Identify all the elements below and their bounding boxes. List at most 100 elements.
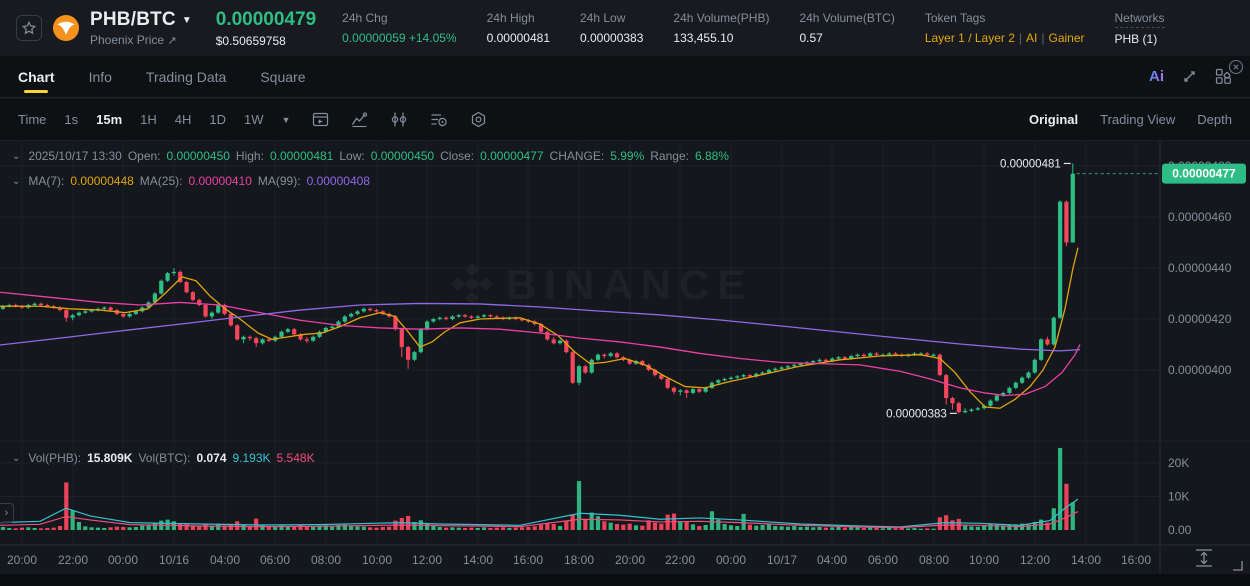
timeframe-1d[interactable]: 1D [209,112,227,127]
calendar-icon [313,112,329,127]
time-axis-label: 06:00 [868,553,898,567]
ma-25-line [0,291,1081,397]
external-link-icon: ↗ [167,35,177,47]
tag-ai[interactable]: AI [1026,30,1038,45]
pair-selector[interactable]: PHB/BTC ▼ [90,9,192,31]
networks-label: Networks [1114,12,1165,28]
ohlc-label-range: Range: [650,149,689,163]
price-axis: 0.000004800.000004600.000004400.00000420… [1168,159,1232,537]
ma-value-ma-99: 0.00000408 [306,174,370,188]
stat-value: 0.00000059 +14.05% [342,31,457,45]
stat-value: 0.00000383 [580,31,644,45]
ohlc-label-close: Close: [440,149,475,163]
ma-info-row: ⌄ MA(7): 0.00000448 MA(25): 0.00000410 MA(99… [12,174,370,188]
gear-icon [472,111,486,128]
ohlc-label-high: High: [235,149,264,163]
timeframe-1w[interactable]: 1W [244,112,264,127]
time-axis-label: 00:00 [108,553,138,567]
stat-value: 0.57 [799,31,823,45]
timeframe-more-caret[interactable]: ▼ [281,114,291,125]
vol-btc-label: Vol(BTC): [138,451,191,465]
phoenix-token-logo [53,15,79,41]
view-depth[interactable]: Depth [1197,112,1232,127]
close-icon [1228,59,1244,75]
chart-settings-button[interactable] [470,111,487,128]
line-chart-icon [352,112,368,128]
volume-axis-label: 10K [1168,490,1189,504]
ticker-bar: PHB/BTC ▼ Phoenix Price ↗ 0.00000479 $0.… [0,0,1250,56]
tab-square[interactable]: Square [260,68,306,85]
timeframe-1h[interactable]: 1H [140,112,157,127]
watermark-text: BINANCE [506,261,753,308]
price-source-link[interactable]: Phoenix Price ↗ [90,33,192,47]
tag-gainer[interactable]: Gainer [1048,30,1085,45]
pair-symbol: PHB/BTC [90,9,176,30]
ai-assistant-icon[interactable]: Ai [1149,68,1164,85]
time-axis-label: 20:00 [615,553,645,567]
time-axis-label: 12:00 [1020,553,1050,567]
vol-ma-fast-line [0,498,1079,528]
pane-expand-chevron[interactable]: › [0,503,14,523]
stat-label: 24h High [486,11,535,25]
price-axis-label: 0.00000420 [1168,312,1232,326]
last-price-badge-text: 0.00000477 [1172,167,1236,181]
ma-label-ma-99: MA(99): [257,174,301,188]
time-axis-label: 18:00 [564,553,594,567]
time-axis-label: 10/17 [767,553,797,567]
close-panel-button[interactable] [1228,59,1244,75]
timeframe-15m[interactable]: 15m [96,112,123,127]
stat-24h-volume-btc: 24h Volume(BTC) 0.57 [799,12,894,44]
view-trading-view[interactable]: Trading View [1100,112,1176,127]
time-axis-label: 04:00 [210,553,240,567]
price-source-label: Phoenix Price [90,33,165,47]
collapse-vol-caret[interactable]: ⌄ [12,452,21,464]
compare-symbols-button[interactable] [390,111,408,128]
ohlc-label-open: Open: [127,149,161,163]
star-icon [22,21,36,35]
chart-style-button[interactable] [351,111,368,128]
indicators-button[interactable] [430,111,448,128]
candle-datetime: 2025/10/17 13:30 [28,149,122,163]
price-block: 0.00000479 $0.50659758 [216,9,316,48]
layout-grid-button[interactable] [1215,68,1232,85]
tab-info[interactable]: Info [88,68,112,85]
favorite-star-button[interactable] [16,15,42,41]
stat-value: 133,455.10 [673,31,734,45]
view-original[interactable]: Original [1029,112,1079,127]
axis-scale-icon[interactable] [1196,549,1212,567]
collapse-ohlc-caret[interactable]: ⌄ [12,150,21,162]
collapse-ma-caret[interactable]: ⌄ [12,175,21,187]
stat-token-tags: Token Tags Layer 1 / Layer 2 | AI | Gainer [924,10,1085,45]
ma-value-ma-25: 0.00000410 [188,174,252,188]
jump-to-date-button[interactable] [312,111,329,128]
stat-label: 24h Chg [342,11,388,25]
price-volume-chart[interactable]: BINANCE0.000004810.000003830.000004800.0… [0,141,1250,586]
resize-corner-icon [1233,561,1243,571]
timeframe-4h[interactable]: 4H [174,112,192,127]
volume-axis-label: 20K [1168,456,1189,470]
price-axis-label: 0.00000460 [1168,210,1232,224]
networks-value[interactable]: PHB (1) [1114,31,1158,46]
time-axis-label: 14:00 [1071,553,1101,567]
time-axis-label: 22:00 [58,553,88,567]
tag-layer1-layer2[interactable]: Layer 1 / Layer 2 [924,30,1015,45]
stat-label: 24h Low [580,11,626,25]
time-axis-label: 08:00 [919,553,949,567]
stat-value: 0.00000481 [486,31,550,45]
ma-value-ma-7: 0.00000448 [70,174,134,188]
time-axis-label: 06:00 [260,553,290,567]
ohlc-label-low: Low: [339,149,365,163]
grid-layout-icon [1215,68,1231,84]
ticker-stats: 24h Chg 0.00000059 +14.05% 24h High 0.00000… [342,12,895,44]
stat-24h-high: 24h High 0.00000481 [487,12,550,44]
ohlc-value-close: 0.00000477 [480,149,544,163]
time-axis-label: 10/16 [159,553,189,567]
expand-chart-button[interactable] [1182,69,1197,84]
tab-trading-data[interactable]: Trading Data [145,68,227,85]
volume-axis-label: 0.00 [1168,523,1192,537]
tab-chart[interactable]: Chart [18,56,55,97]
time-axis: 20:00 22:00 00:00 10/16 04:00 06:00 08:00 10:00… [7,553,1151,567]
bottom-strip [0,574,1250,586]
candle-compare-icon [392,112,407,127]
timeframe-1s[interactable]: 1s [64,112,79,127]
